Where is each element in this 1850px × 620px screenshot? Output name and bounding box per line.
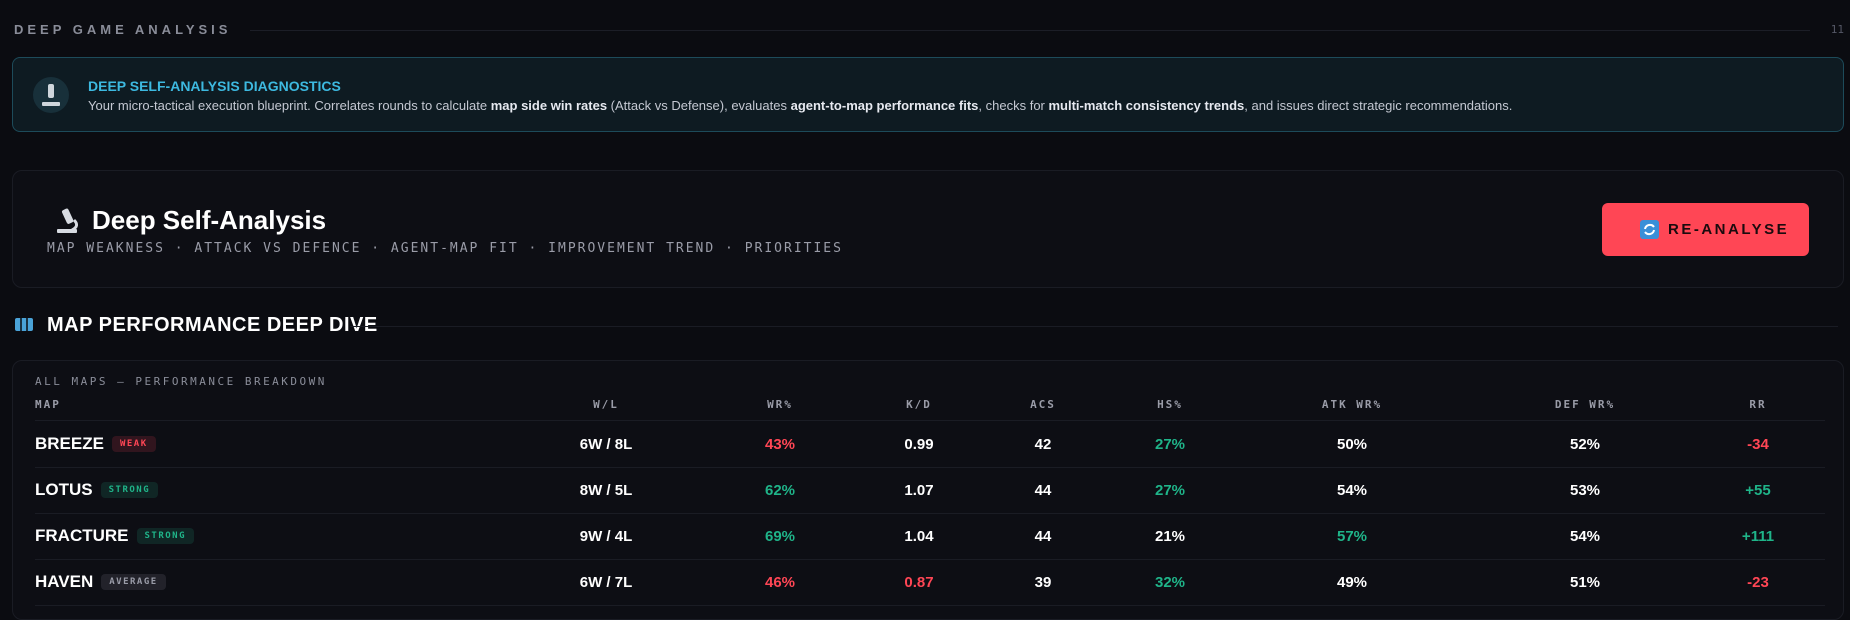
row-divider <box>35 559 1825 560</box>
card-subtitle: MAP WEAKNESS · ATTACK VS DEFENCE · AGENT… <box>47 241 843 256</box>
stat-cell: 1.04 <box>904 528 934 545</box>
banner-title: DEEP SELF-ANALYSIS DIAGNOSTICS <box>88 78 341 94</box>
stat-cell: 44 <box>1034 528 1052 545</box>
table-caption: ALL MAPS — PERFORMANCE BREAKDOWN <box>35 375 327 388</box>
page: DEEP GAME ANALYSIS 11 DEEP SELF-ANALYSIS… <box>12 22 1844 620</box>
stat-cell: 62% <box>764 482 796 499</box>
refresh-icon <box>1640 220 1659 239</box>
stat-cell: 46% <box>764 574 796 591</box>
column-header: RR <box>1749 398 1767 411</box>
column-header: K/D <box>906 398 932 411</box>
stat-cell: 44 <box>1034 482 1052 499</box>
stat-cell: 54% <box>1569 528 1601 545</box>
map-name: FRACTURE <box>35 526 129 545</box>
stat-cell: 43% <box>764 436 796 453</box>
stat-cell: 42 <box>1034 436 1052 453</box>
description-segment: , checks for <box>978 98 1049 113</box>
row-divider <box>35 420 1825 421</box>
stat-cell: 39 <box>1034 574 1052 591</box>
stat-cell: 32% <box>1154 574 1186 591</box>
header-title: DEEP GAME ANALYSIS <box>14 22 232 37</box>
row-divider <box>35 605 1825 606</box>
stat-cell: 6W / 7L <box>579 574 633 591</box>
reanalyse-button[interactable] <box>1602 203 1809 256</box>
stat-cell: 49% <box>1336 574 1368 591</box>
stat-cell: 1.07 <box>904 482 934 499</box>
map-name: LOTUS <box>35 480 93 499</box>
description-segment: Your micro-tactical execution blueprint.… <box>88 98 491 113</box>
map-icon <box>15 318 33 331</box>
divider <box>350 326 1838 327</box>
stat-cell: 69% <box>764 528 796 545</box>
column-header: MAP <box>35 398 61 411</box>
stat-cell: 9W / 4L <box>579 528 633 545</box>
column-header: HS% <box>1157 398 1183 411</box>
table-panel <box>12 360 1844 620</box>
stat-cell: 21% <box>1154 528 1186 545</box>
stat-cell: 53% <box>1569 482 1601 499</box>
section-title: MAP PERFORMANCE DEEP DIVE <box>47 314 378 336</box>
banner-description: Your micro-tactical execution blueprint.… <box>88 98 1512 113</box>
stat-cell: 50% <box>1336 436 1368 453</box>
map-tag: AVERAGE <box>101 574 166 590</box>
button-label[interactable]: RE-ANALYSE <box>1668 221 1790 238</box>
description-segment: (Attack vs Defense), evaluates <box>607 98 791 113</box>
map-tag: STRONG <box>100 482 159 498</box>
map-cell: HAVEN AVERAGE <box>35 572 166 592</box>
column-header: WR% <box>767 398 793 411</box>
stat-cell: 52% <box>1569 436 1601 453</box>
card-title: Deep Self-Analysis <box>92 205 327 235</box>
column-header: DEF WR% <box>1554 398 1616 411</box>
column-header: ACS <box>1030 398 1056 411</box>
description-segment: map side win rates <box>490 98 608 113</box>
stat-cell: -23 <box>1747 574 1769 591</box>
description-segment: agent-to-map performance fits <box>790 98 979 113</box>
stat-cell: 27% <box>1154 436 1186 453</box>
stat-cell: 57% <box>1336 528 1368 545</box>
map-name: BREEZE <box>35 434 104 453</box>
stat-cell: 27% <box>1154 482 1186 499</box>
stat-cell: 8W / 5L <box>579 482 633 499</box>
column-header: ATK WR% <box>1321 398 1383 411</box>
analysis-card <box>12 170 1844 288</box>
map-cell: LOTUS STRONG <box>35 480 159 500</box>
row-divider <box>35 513 1825 514</box>
map-name: HAVEN <box>35 572 94 591</box>
header-index: 11 <box>1830 23 1844 36</box>
stat-cell: -34 <box>1747 436 1769 453</box>
column-header: W/L <box>593 398 619 411</box>
map-tag: WEAK <box>111 436 156 452</box>
map-cell: BREEZE WEAK <box>35 434 156 454</box>
divider <box>250 30 1810 31</box>
map-cell: FRACTURE STRONG <box>35 526 195 546</box>
stat-cell: 0.99 <box>904 436 934 453</box>
description-segment: multi-match consistency trends <box>1048 98 1245 113</box>
stat-cell: 51% <box>1569 574 1601 591</box>
stat-cell: +111 <box>1741 528 1775 545</box>
map-tag: STRONG <box>136 528 195 544</box>
stat-cell: 6W / 8L <box>579 436 633 453</box>
info-banner <box>12 57 1844 132</box>
description-segment: , and issues direct strategic recommenda… <box>1244 98 1513 113</box>
stat-cell: 0.87 <box>904 574 934 591</box>
row-divider <box>35 467 1825 468</box>
stat-cell: +55 <box>1745 482 1771 499</box>
banner-icon <box>33 77 69 113</box>
stat-cell: 54% <box>1336 482 1368 499</box>
microscope-icon <box>57 208 79 233</box>
